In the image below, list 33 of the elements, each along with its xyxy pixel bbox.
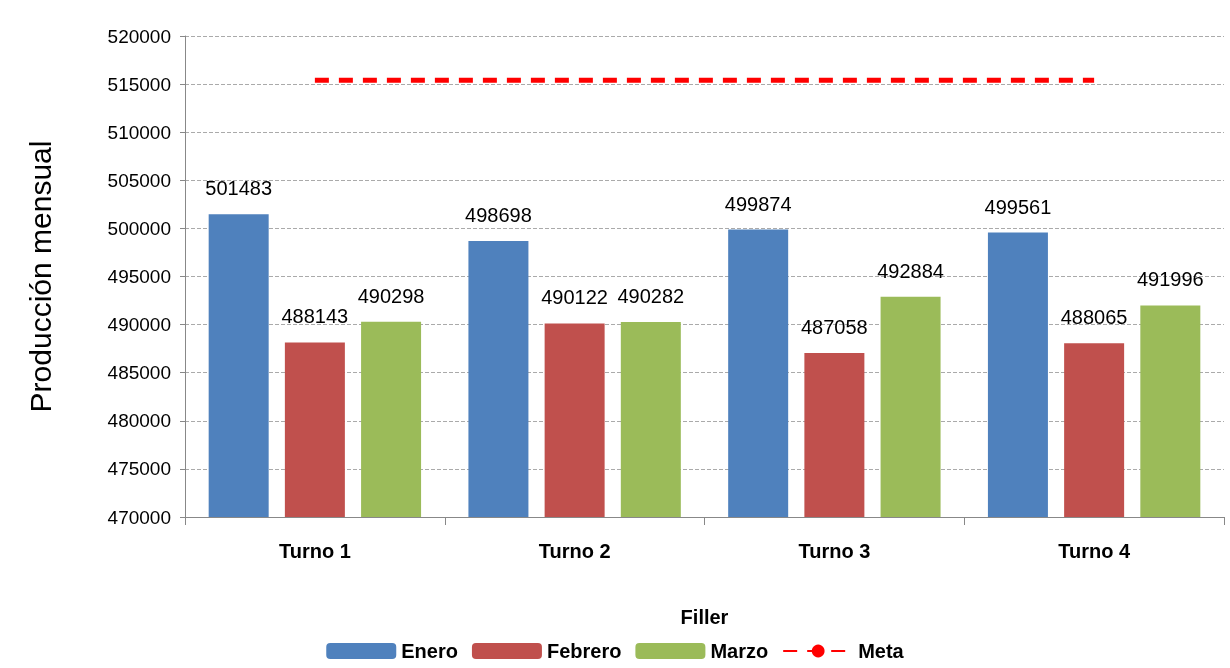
- data-label: 491996: [1136, 268, 1204, 291]
- legend-label: Meta: [858, 640, 905, 662]
- data-label: 490298: [357, 284, 425, 307]
- legend-label: Marzo: [710, 640, 769, 662]
- y-tick-label: 515000: [107, 73, 171, 95]
- x-tick-label: Turno 4: [1058, 540, 1131, 562]
- x-tick-label: Turno 2: [538, 540, 611, 562]
- y-tick-label: 505000: [107, 169, 171, 191]
- x-tick-label: Turno 1: [278, 540, 351, 562]
- y-axis-title: Producción mensual: [23, 140, 57, 413]
- y-tick-label: 475000: [107, 458, 171, 480]
- y-tick-label: 510000: [107, 121, 171, 143]
- data-label: 501483: [205, 177, 273, 200]
- y-tick-label: 480000: [107, 410, 171, 432]
- y-tick-label: 485000: [107, 362, 171, 384]
- y-tick-label: 470000: [107, 506, 171, 528]
- data-label: 488143: [281, 305, 349, 328]
- x-tick-label: Turno 3: [798, 540, 871, 562]
- data-label: 499561: [984, 195, 1052, 218]
- data-label: 498698: [465, 203, 532, 226]
- data-label: 488065: [1060, 306, 1128, 329]
- data-label: 499874: [724, 192, 792, 215]
- y-tick-label: 490000: [107, 314, 171, 336]
- y-tick-label: 520000: [107, 25, 171, 47]
- y-tick-label: 495000: [107, 266, 171, 287]
- data-label: 487058: [801, 315, 868, 338]
- legend-label: Febrero: [546, 640, 622, 662]
- data-label: 490282: [617, 284, 685, 307]
- data-label: 492884: [877, 259, 944, 282]
- y-tick-label: 500000: [107, 217, 171, 239]
- x-axis-title: Filler: [680, 606, 729, 628]
- data-label: 490122: [541, 286, 608, 309]
- legend-label: Enero: [401, 640, 458, 662]
